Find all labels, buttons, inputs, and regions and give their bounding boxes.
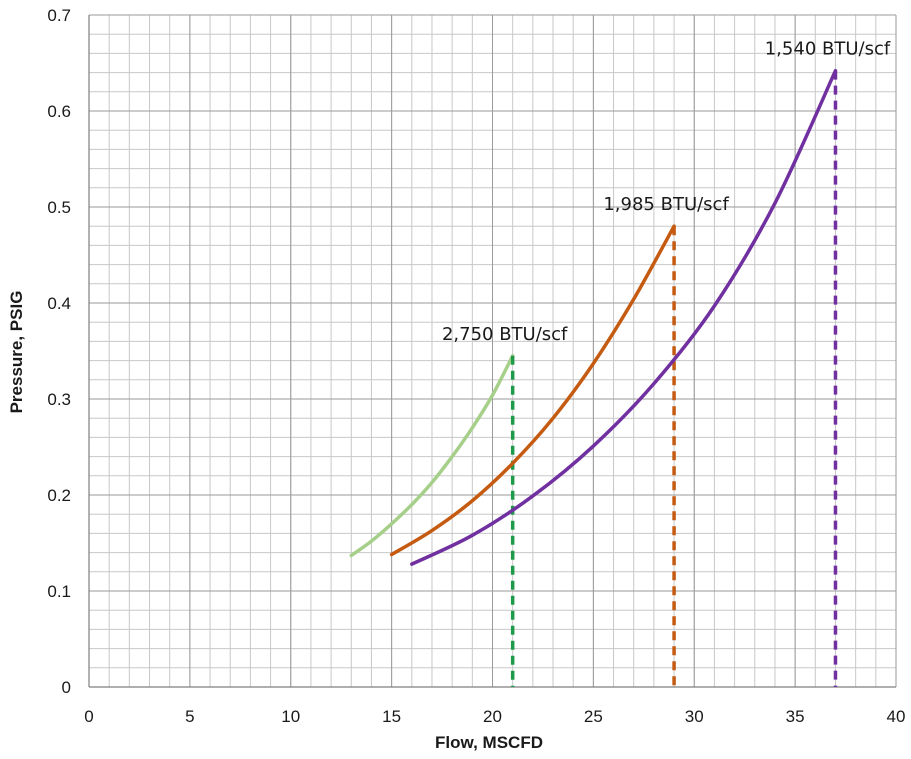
x-tick-label: 0 (84, 707, 93, 726)
x-tick-label: 20 (483, 707, 502, 726)
y-tick-label: 0.7 (47, 6, 71, 25)
x-tick-label: 15 (382, 707, 401, 726)
annotation-label: 1,985 BTU/scf (603, 194, 729, 215)
series-line (410, 68, 838, 566)
y-axis-title: Pressure, PSIG (7, 291, 26, 414)
axes (88, 15, 896, 688)
y-tick-label: 0.2 (47, 486, 71, 505)
y-tick-label: 0.5 (47, 198, 71, 217)
x-tick-label: 40 (887, 707, 906, 726)
series-line (349, 354, 515, 558)
x-axis-title: Flow, MSCFD (435, 733, 543, 752)
x-tick-label: 10 (281, 707, 300, 726)
y-tick-label: 0.3 (47, 390, 71, 409)
grid (88, 14, 897, 688)
labels: 0 5 10 15 20 25 30 35 40 0 0.1 0.2 0.3 0.4 0.5 0.6 0.7 2,… (47, 6, 905, 726)
y-tick-label: 0.6 (47, 102, 71, 121)
y-tick-label: 0 (62, 678, 71, 697)
x-tick-label: 30 (685, 707, 704, 726)
x-tick-label: 35 (786, 707, 805, 726)
y-tick-label: 0.4 (47, 294, 71, 313)
annotation-label: 1,540 BTU/scf (765, 39, 891, 60)
series (349, 68, 838, 687)
x-tick-label: 25 (584, 707, 603, 726)
y-tick-label: 0.1 (47, 582, 71, 601)
annotation-label: 2,750 BTU/scf (442, 324, 568, 345)
series-line (389, 224, 676, 557)
x-tick-label: 5 (185, 707, 194, 726)
